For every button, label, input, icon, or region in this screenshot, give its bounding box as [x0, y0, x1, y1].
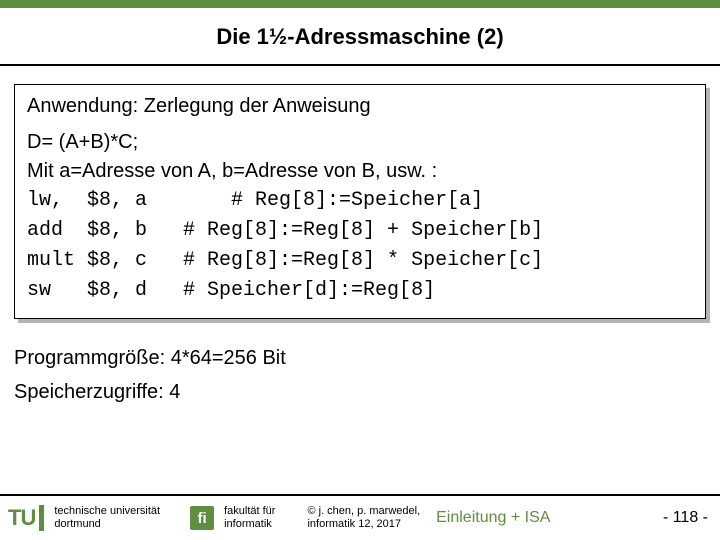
accent-bar — [0, 0, 720, 8]
university-line2: dortmund — [54, 518, 160, 531]
copyright-line1: © j. chen, p. marwedel, — [307, 505, 420, 518]
university-line1: technische universität — [54, 505, 160, 518]
summary: Programmgröße: 4*64=256 Bit Speicherzugr… — [14, 341, 706, 409]
tu-mark: TU — [8, 505, 35, 531]
page-number: - 118 - — [663, 509, 708, 527]
program-size: Programmgröße: 4*64=256 Bit — [14, 341, 706, 375]
university-name: technische universität dortmund — [54, 505, 160, 530]
code-listing: lw, $8, a # Reg[8]:=Speicher[a] add $8, … — [27, 186, 693, 306]
faculty-line1: fakultät für — [224, 505, 275, 518]
box-heading: Anwendung: Zerlegung der Anweisung — [27, 95, 693, 118]
copyright-line2: informatik 12, 2017 — [307, 518, 420, 531]
fi-logo: fi — [190, 506, 214, 530]
memory-access: Speicherzugriffe: 4 — [14, 375, 706, 409]
tu-logo: TU — [8, 505, 44, 531]
content-area: Anwendung: Zerlegung der Anweisung D= (A… — [0, 66, 720, 409]
copyright: © j. chen, p. marwedel, informatik 12, 2… — [307, 505, 420, 530]
faculty-line2: informatik — [224, 518, 275, 531]
faculty-name: fakultät für informatik — [224, 505, 275, 530]
addr-line: Mit a=Adresse von A, b=Adresse von B, us… — [27, 157, 693, 186]
footer: TU technische universität dortmund fi fa… — [0, 494, 720, 540]
fi-mark: fi — [190, 506, 214, 530]
code-box: Anwendung: Zerlegung der Anweisung D= (A… — [14, 84, 706, 319]
tu-bar-icon — [39, 505, 44, 531]
slide-title: Die 1½-Adressmaschine (2) — [0, 8, 720, 64]
chapter-label: Einleitung + ISA — [436, 509, 550, 527]
expr-line: D= (A+B)*C; — [27, 128, 693, 157]
